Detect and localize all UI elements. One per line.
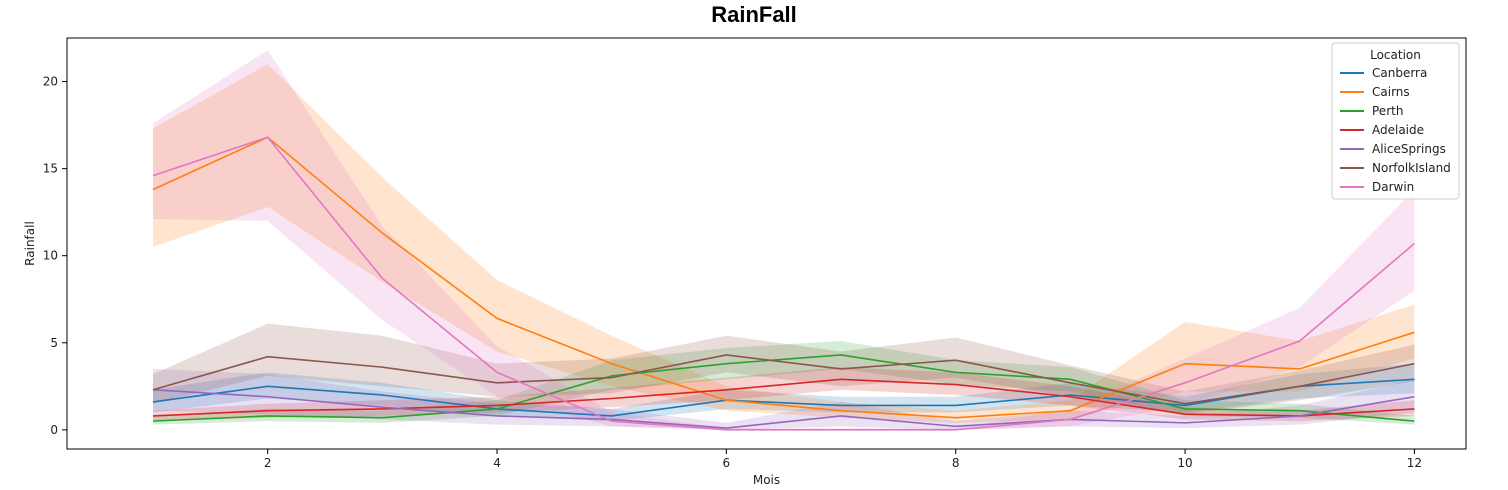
band-norfolkisland bbox=[153, 323, 1415, 415]
y-tick-label: 15 bbox=[43, 162, 58, 176]
line-adelaide bbox=[152, 378, 1415, 417]
legend-label-adelaide: Adelaide bbox=[1372, 123, 1424, 137]
band-darwin bbox=[153, 50, 1415, 430]
band-cairns bbox=[153, 64, 1415, 423]
line-alicesprings bbox=[152, 388, 1415, 429]
plot-frame bbox=[66, 37, 1467, 450]
x-tick-label: 10 bbox=[1177, 456, 1192, 470]
x-axis-label: Mois bbox=[753, 473, 780, 487]
legend-label-cairns: Cairns bbox=[1372, 85, 1410, 99]
legend-label-darwin: Darwin bbox=[1372, 180, 1414, 194]
confidence-bands bbox=[153, 50, 1415, 430]
legend-label-alicesprings: AliceSprings bbox=[1372, 142, 1446, 156]
chart-title: RainFall bbox=[711, 2, 797, 27]
legend-title: Location bbox=[1370, 48, 1421, 62]
y-tick-label: 10 bbox=[43, 249, 58, 263]
x-tick-label: 8 bbox=[952, 456, 960, 470]
y-axis-ticks: 0 5 10 15 20 bbox=[43, 75, 67, 437]
line-darwin bbox=[152, 136, 1415, 431]
x-axis-ticks: 2 4 6 8 10 12 bbox=[264, 449, 1422, 470]
legend-label-perth: Perth bbox=[1372, 104, 1403, 118]
x-tick-label: 12 bbox=[1407, 456, 1422, 470]
legend-box bbox=[1331, 42, 1460, 200]
line-canberra bbox=[152, 378, 1415, 417]
line-perth bbox=[152, 354, 1415, 422]
band-adelaide bbox=[153, 367, 1415, 422]
legend: Location Canberra Cairns Perth Adelaide Alice… bbox=[1331, 42, 1460, 200]
band-alicesprings bbox=[153, 368, 1415, 430]
x-tick-label: 4 bbox=[493, 456, 501, 470]
line-cairns bbox=[152, 136, 1415, 419]
legend-label-norfolkisland: NorfolkIsland bbox=[1372, 161, 1451, 175]
line-norfolkisland bbox=[152, 354, 1415, 405]
x-tick-label: 6 bbox=[723, 456, 731, 470]
y-tick-label: 0 bbox=[50, 423, 58, 437]
y-tick-label: 20 bbox=[43, 75, 58, 89]
band-perth bbox=[153, 341, 1415, 425]
y-axis-label: Rainfall bbox=[23, 221, 37, 266]
x-tick-label: 2 bbox=[264, 456, 272, 470]
y-tick-label: 5 bbox=[50, 336, 58, 350]
series-lines bbox=[152, 136, 1415, 431]
legend-label-canberra: Canberra bbox=[1372, 66, 1427, 80]
